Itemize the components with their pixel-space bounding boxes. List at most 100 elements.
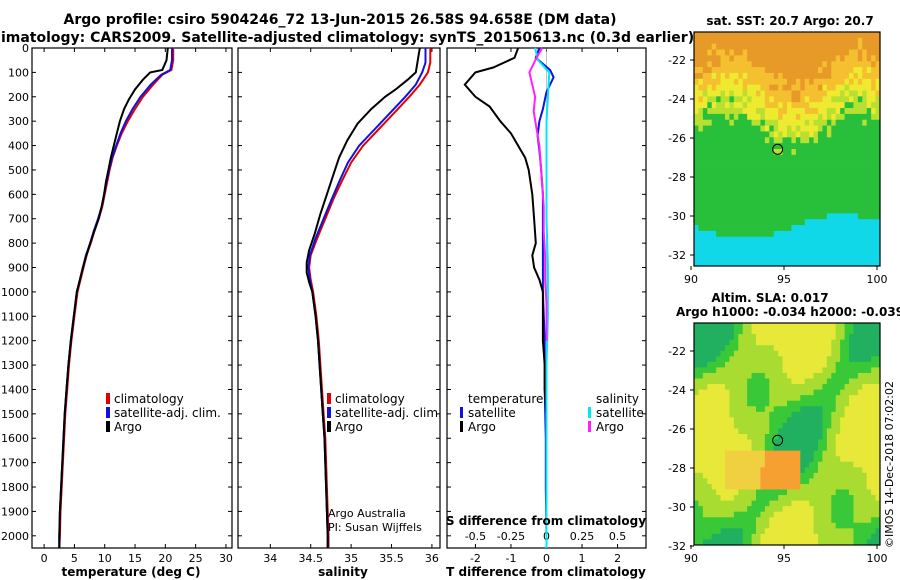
map-cell [720, 411, 726, 418]
map-cell [826, 500, 832, 507]
map-cell [813, 248, 819, 255]
map-cell [782, 472, 788, 479]
map-cell [875, 219, 881, 226]
map-cell [756, 90, 761, 97]
map-cell [778, 166, 783, 173]
map-cell [702, 328, 708, 335]
map-cell [729, 511, 735, 518]
map-cell [720, 184, 726, 191]
map-cell [840, 149, 845, 156]
map-cell [729, 506, 735, 513]
map-cell [729, 230, 735, 238]
map-cell [857, 467, 863, 474]
map-cell [853, 334, 859, 341]
map-cell [800, 78, 806, 86]
map-cell [769, 439, 775, 446]
map-cell [835, 43, 841, 50]
legend-label-climatology: climatology [114, 392, 184, 406]
map-cell [694, 108, 699, 115]
map-cell [742, 207, 748, 214]
map-cell [862, 461, 868, 468]
map-cell [711, 434, 717, 440]
map-cell [773, 445, 779, 452]
map-cell [853, 533, 859, 540]
map-cell [773, 506, 779, 513]
map-cell [773, 500, 779, 507]
map-cell [787, 428, 792, 435]
map-cell [844, 119, 850, 126]
map-cell [694, 428, 699, 435]
map-cell [804, 260, 810, 267]
map-cell [791, 178, 797, 185]
map-cell [818, 417, 823, 424]
map-cell [707, 367, 713, 374]
map-cell [733, 184, 739, 191]
map-cell [831, 67, 837, 74]
map-cell [773, 131, 779, 138]
map-cell [729, 236, 735, 243]
map-cell [853, 189, 859, 197]
map-cell [853, 378, 859, 385]
map-cell [800, 323, 806, 329]
map-cell [844, 517, 850, 524]
map-cell [813, 125, 819, 132]
map-cell [769, 149, 775, 156]
map-cell [729, 154, 735, 162]
map-cell [773, 49, 779, 56]
map-cell [813, 533, 819, 540]
map-cell [733, 528, 739, 535]
map-cell [707, 328, 713, 335]
map-cell [694, 37, 699, 45]
map-cell [711, 125, 717, 132]
map-cell [711, 389, 717, 396]
map-cell [835, 184, 841, 191]
map-cell [809, 378, 814, 385]
map-cell [818, 78, 823, 86]
map-cell [760, 260, 766, 267]
map-cell [769, 236, 775, 243]
map-cell [716, 467, 721, 474]
map-cell [857, 78, 863, 86]
map-cell [875, 450, 881, 457]
map-cell [831, 49, 837, 56]
map-cell [769, 517, 775, 524]
map-cell [716, 472, 721, 479]
map-cell [822, 506, 828, 513]
map-cell [840, 178, 845, 185]
map-cell [857, 230, 863, 238]
map-cell [782, 400, 788, 407]
map-cell [716, 528, 721, 535]
legend-label-satellite-adj: satellite-adj. clim. [335, 406, 442, 420]
map-cell [800, 90, 806, 97]
map-cell [725, 37, 730, 45]
map-cell [738, 195, 744, 203]
map-cell [778, 260, 783, 267]
map-cell [862, 506, 868, 513]
map-cell [831, 478, 837, 485]
map-cell [764, 395, 770, 402]
map-cell [778, 154, 783, 162]
map-cell [756, 445, 761, 452]
map-cell [733, 367, 739, 374]
map-cell [773, 55, 779, 62]
map-cell [742, 43, 748, 50]
map-cell [756, 113, 761, 121]
x-tick-label: -2 [470, 552, 481, 565]
map-cell [711, 422, 717, 429]
map-cell [787, 230, 792, 238]
map-cell [835, 384, 841, 390]
map-cell [835, 472, 841, 479]
map-cell [844, 213, 850, 220]
map-cell [707, 445, 713, 452]
map-cell [756, 178, 761, 185]
map-cell [702, 254, 708, 261]
map-cell [716, 248, 721, 255]
map-cell [751, 102, 757, 109]
map-cell [826, 37, 832, 45]
map-cell [809, 489, 814, 496]
map-cell [809, 102, 814, 109]
map-cell [875, 184, 881, 191]
map-cell [773, 489, 779, 496]
map-cell [800, 143, 806, 150]
map-cell [849, 254, 854, 261]
